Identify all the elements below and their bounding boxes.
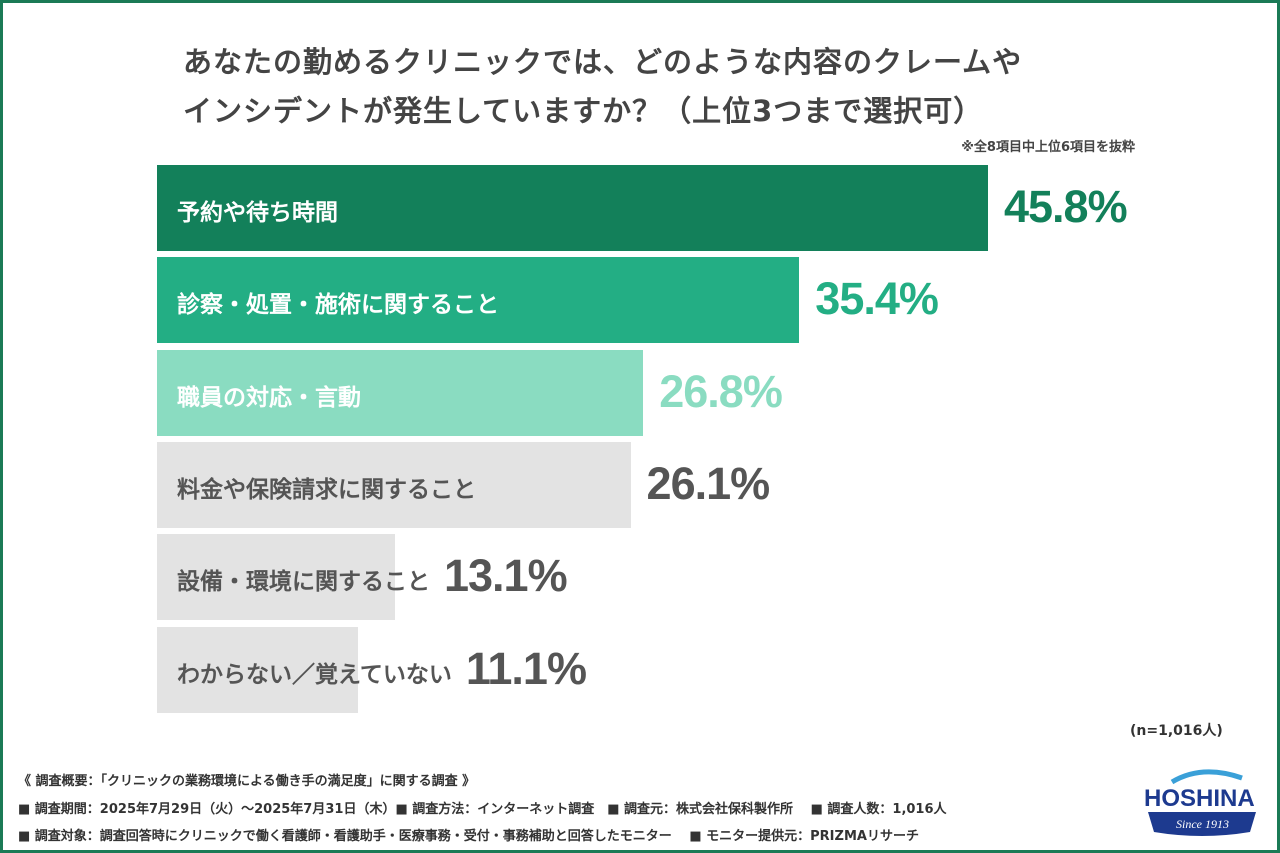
chart-note: ※全8項目中上位6項目を抜粋 — [961, 140, 1135, 155]
svg-text:Since 1913: Since 1913 — [1176, 817, 1229, 831]
bar-value-label: 26.8% — [659, 365, 783, 417]
hoshina-logo: HOSHINA Since 1913 — [1144, 769, 1256, 836]
bar-label: 職員の対応・言動 — [177, 384, 361, 411]
chart-title: あなたの勤めるクリニックでは、どのような内容のクレームや インシデントが発生して… — [183, 38, 1022, 136]
bar-label: 診察・処置・施術に関すること — [177, 292, 499, 319]
bar-label: 料金や保険請求に関すること — [177, 476, 476, 503]
sample-size: (n=1,016人) — [1130, 723, 1223, 739]
bar — [157, 626, 359, 713]
footer-line-3: ■ 調査対象：調査回答時にクリニックで働く看護師・看護助手・医療事務・受付・事務… — [18, 829, 919, 844]
title-line-2: インシデントが発生していますか？（上位3つまで選択可） — [183, 94, 984, 128]
bar-value-label: 26.1% — [646, 457, 771, 509]
bar-value-label: 11.1% — [465, 642, 587, 694]
bar — [157, 534, 395, 621]
title-line-1: あなたの勤めるクリニックでは、どのような内容のクレームや — [183, 45, 1023, 79]
bar-value-label: 13.1% — [444, 550, 568, 602]
footer-line-1: 《 調査概要：「クリニックの業務環境による働き手の満足度」に関する調査 》 — [18, 774, 476, 789]
footer-line-2: ■ 調査期間：2025年7月29日（火）～2025年7月31日（木）■ 調査方法… — [18, 802, 947, 817]
bar-label: 設備・環境に関すること — [177, 569, 430, 596]
bar-label: わからない／覚えていない — [177, 661, 452, 688]
bar-value-label: 35.4% — [815, 273, 939, 325]
svg-text:HOSHINA: HOSHINA — [1144, 785, 1255, 812]
bar — [157, 349, 644, 436]
bar-value-label: 45.8% — [1004, 181, 1128, 232]
bar-label: 予約や待ち時間 — [177, 200, 338, 226]
bar — [157, 441, 631, 528]
bar — [157, 257, 800, 344]
bar — [157, 165, 988, 251]
